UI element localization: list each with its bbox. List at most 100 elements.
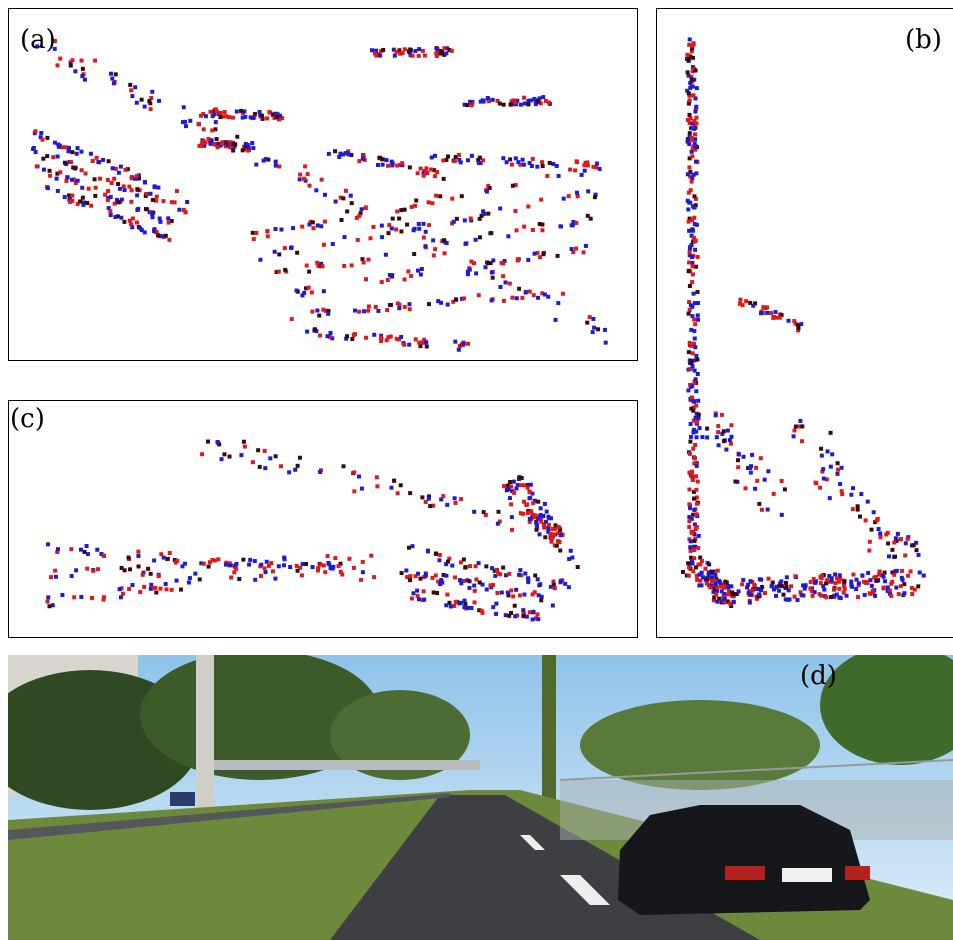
point: [239, 453, 244, 458]
point: [412, 226, 417, 231]
point: [62, 160, 67, 165]
point: [426, 200, 431, 205]
point: [900, 577, 905, 582]
point: [117, 587, 122, 592]
point: [276, 117, 281, 122]
point: [882, 570, 887, 575]
point: [75, 202, 80, 207]
point: [716, 430, 721, 435]
point: [148, 107, 153, 112]
point: [426, 496, 431, 501]
point: [692, 215, 697, 220]
point: [47, 168, 52, 173]
point: [384, 158, 389, 163]
point: [531, 609, 536, 614]
point: [518, 511, 523, 516]
point: [791, 434, 796, 439]
point: [326, 308, 331, 313]
point: [278, 113, 283, 118]
point: [445, 592, 450, 597]
point: [456, 152, 461, 157]
point: [502, 259, 507, 264]
point: [163, 582, 168, 587]
point: [829, 576, 834, 581]
point: [339, 218, 344, 223]
point: [873, 593, 878, 598]
point: [861, 579, 866, 584]
point: [465, 102, 470, 107]
point: [543, 535, 548, 540]
point: [692, 222, 697, 227]
point: [757, 577, 762, 582]
point: [722, 596, 727, 601]
point: [856, 581, 861, 586]
point: [484, 189, 489, 194]
point: [450, 563, 455, 568]
point: [245, 142, 250, 147]
point: [849, 583, 854, 588]
point: [397, 306, 402, 311]
point: [469, 153, 474, 158]
point: [193, 571, 198, 576]
point: [68, 63, 73, 68]
point: [837, 586, 842, 591]
point: [549, 535, 554, 540]
point: [527, 490, 532, 495]
point: [267, 110, 272, 115]
point: [52, 39, 57, 44]
point: [867, 539, 872, 544]
point: [688, 188, 693, 193]
point: [687, 131, 692, 136]
point: [687, 165, 692, 170]
point: [690, 314, 695, 319]
point: [272, 249, 277, 254]
point: [421, 235, 426, 240]
point: [119, 565, 124, 570]
point: [458, 600, 463, 605]
point: [759, 507, 764, 512]
point: [141, 570, 146, 575]
point: [774, 593, 779, 598]
point: [379, 223, 384, 228]
point: [755, 586, 760, 591]
point: [45, 599, 50, 604]
point: [685, 139, 690, 144]
point: [410, 544, 415, 549]
point: [689, 74, 694, 79]
point: [685, 52, 690, 57]
point: [522, 224, 527, 229]
point: [394, 49, 399, 54]
point: [501, 274, 506, 279]
point: [539, 516, 544, 521]
point: [868, 578, 873, 583]
point: [407, 342, 412, 347]
point: [527, 519, 532, 524]
point: [777, 588, 782, 593]
point: [703, 566, 708, 571]
point: [426, 494, 431, 499]
point: [312, 327, 317, 332]
point: [840, 492, 845, 497]
point: [690, 69, 695, 74]
point: [755, 596, 760, 601]
point: [498, 284, 503, 289]
point: [689, 361, 694, 366]
point: [554, 163, 559, 168]
point: [527, 496, 532, 501]
street-photo: [8, 655, 953, 940]
point: [474, 271, 479, 276]
point: [129, 222, 134, 227]
point: [688, 367, 693, 372]
point: [92, 177, 97, 182]
point: [834, 576, 839, 581]
point: [416, 221, 421, 226]
point: [530, 592, 535, 597]
point: [894, 585, 899, 590]
point: [916, 552, 921, 557]
point: [693, 415, 698, 420]
point: [70, 177, 75, 182]
point: [109, 180, 114, 185]
point: [851, 486, 856, 491]
point: [225, 142, 230, 147]
point: [101, 553, 106, 558]
